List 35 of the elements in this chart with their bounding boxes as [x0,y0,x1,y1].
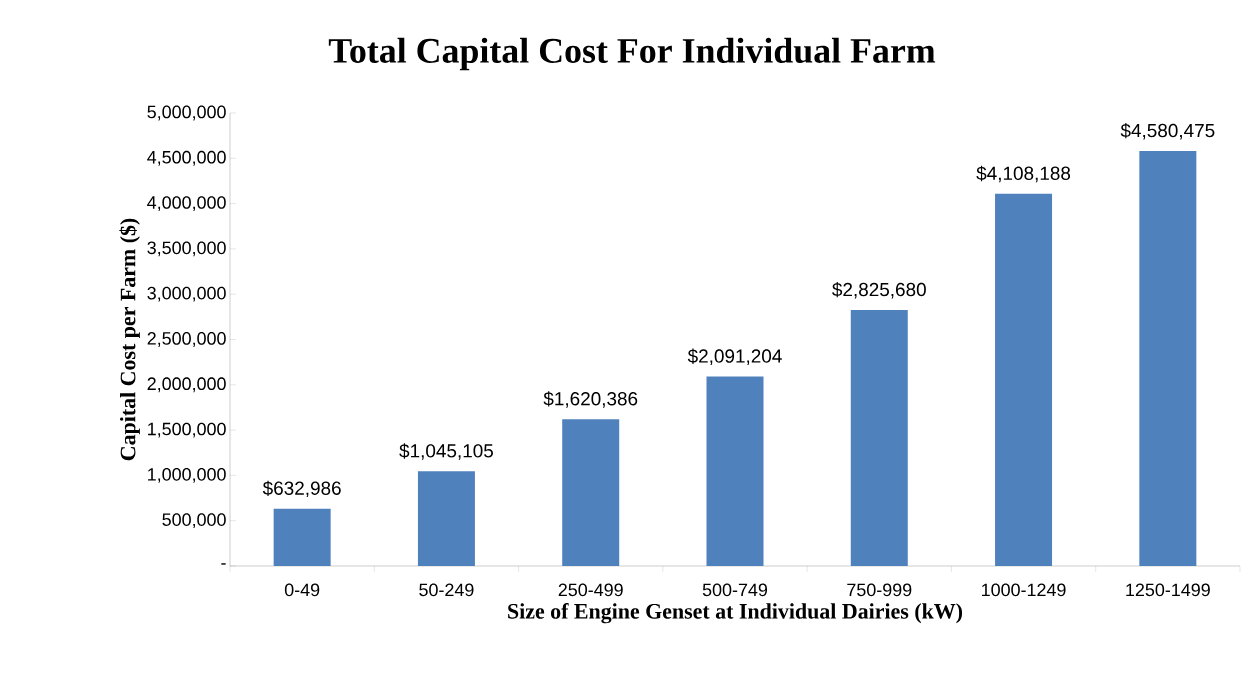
bar [562,419,620,566]
bar [706,376,764,566]
bar [1139,150,1197,566]
bar [273,508,331,566]
data-label: $4,108,188 [976,165,1071,183]
y-tick-label: 5,000,000 [147,105,226,121]
y-tick-label: - [221,563,226,565]
data-label: $2,091,204 [687,348,782,365]
data-label: $1,620,386 [543,391,638,408]
chart-title: Total Capital Cost For Individual Farm [328,37,936,71]
x-axis-title: Size of Engine Genset at Individual Dairies (kW) [508,603,963,624]
data-label: $1,045,105 [399,443,493,460]
x-tick-label: 500-749 [702,583,768,597]
data-label: $2,825,680 [832,282,926,299]
y-tick-label: 4,000,000 [147,196,226,211]
y-tick-label: 1,000,000 [148,467,226,483]
x-tick-label: 750-999 [847,583,912,597]
bar [850,309,908,566]
y-axis-title: Capital Cost per Farm ($) [119,218,140,461]
bar [417,471,475,566]
y-tick-label: 500,000 [162,513,226,529]
y-tick-label: 2,500,000 [147,332,226,347]
y-tick-label: 1,500,000 [148,422,226,438]
y-tick-label: 3,000,000 [147,286,226,302]
y-tick-label: 2,000,000 [147,377,226,393]
y-tick-label: 4,500,000 [147,150,226,166]
data-label: $632,986 [262,480,341,498]
x-tick-label: 250-499 [558,583,623,597]
y-tick-label: 3,500,000 [147,241,226,257]
x-tick-label: 0-49 [284,583,320,597]
bar [995,193,1053,566]
x-tick-label: 50-249 [419,583,474,597]
data-label: $4,580,475 [1120,123,1215,140]
x-tick-label: 1250-1499 [1126,583,1210,597]
x-tick-label: 1000-1249 [982,583,1066,597]
